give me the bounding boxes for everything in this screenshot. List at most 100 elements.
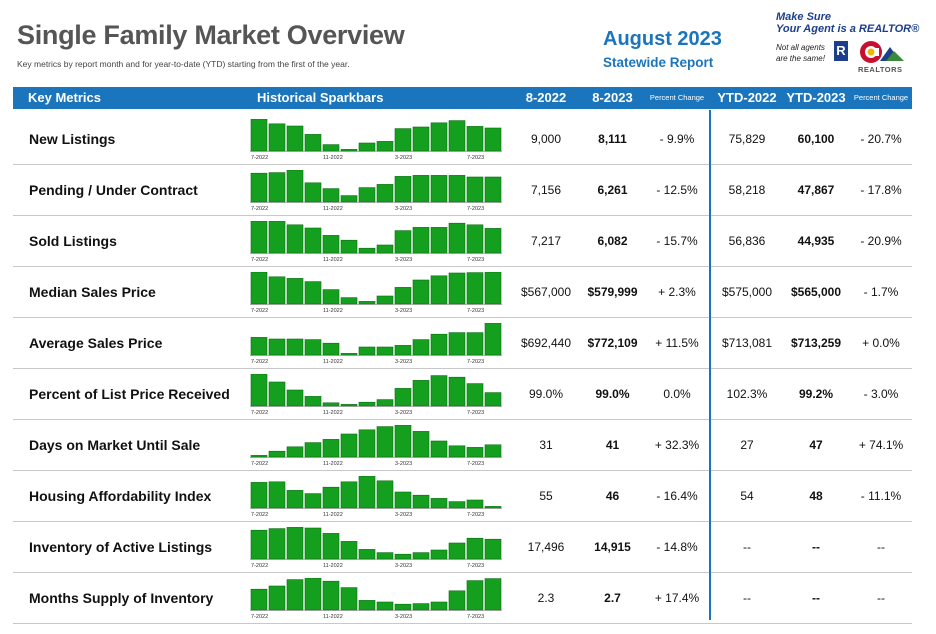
metric-label: New Listings: [29, 131, 116, 147]
value-ytd-2022: $575,000: [721, 285, 773, 299]
sparkbar-8-2022: [268, 450, 286, 458]
sparkbar-svg: 7-2022 11-2022 3-2023 7-2023: [250, 475, 502, 518]
value-8-2023: 8,111: [598, 132, 627, 146]
sparkbar-3-2023: [394, 345, 412, 356]
sparkbar-9-2022: [286, 526, 304, 560]
sparkbar-1-2023: [358, 475, 376, 509]
sparkbar-10-2022: [304, 577, 322, 611]
sparkbar-svg: 7-2022 11-2022 3-2023 7-2023: [250, 424, 502, 467]
sparkbar-4-2023: [412, 380, 430, 407]
sparkbar-10-2022: [304, 493, 322, 509]
table-row: Median Sales Price 7-2022 11-2022 3-2023 7-…: [13, 267, 912, 318]
table-row: Months Supply of Inventory 7-2022 11-2022…: [13, 573, 912, 624]
sparkbar-tick-label: 7-2023: [467, 461, 484, 467]
sparkbar-1-2023: [358, 142, 376, 152]
sparkbar-7-2022: [250, 172, 268, 203]
sparkbar-4-2023: [412, 126, 430, 152]
sparkbar-7-2022: [250, 337, 268, 356]
value-8-2022: $692,440: [520, 336, 572, 350]
sparkbar-10-2022: [304, 134, 322, 152]
sparkbar-9-2022: [286, 446, 304, 458]
percent-change: + 2.3%: [658, 285, 696, 299]
sparkbar-12-2022: [340, 433, 358, 458]
sparkbar-tick-label: 11-2022: [323, 155, 343, 161]
logo-note-2: are the same!: [776, 54, 825, 63]
table-row: Inventory of Active Listings 7-2022 11-20…: [13, 522, 912, 573]
sparkbar-8-2022: [268, 585, 286, 611]
logo-note-1: Not all agents: [776, 43, 825, 52]
sparkbar-6-2023: [448, 272, 466, 305]
header-ytd-percent-change: Percent Change: [853, 93, 909, 102]
sparkbar-tick-label: 7-2022: [251, 563, 268, 569]
sparkbar-6-2023: [448, 501, 466, 509]
sparkbar-2-2023: [376, 346, 394, 356]
sparkbar-1-2023: [358, 401, 376, 407]
sparkbar-8-2022: [268, 381, 286, 407]
sparkbar-12-2022: [340, 481, 358, 509]
value-8-2023: 6,261: [597, 183, 628, 197]
sparkbar-tick-label: 11-2022: [323, 614, 343, 620]
sparkbar-2-2023: [376, 399, 394, 407]
sparkbar-11-2022: [322, 289, 340, 305]
value-ytd-2023: --: [812, 540, 820, 554]
sparkbar-chart: 7-2022 11-2022 3-2023 7-2023: [250, 322, 502, 365]
value-ytd-2023: 44,935: [797, 234, 835, 248]
sparkbar-2-2023: [376, 426, 394, 458]
sparkbar-5-2023: [430, 601, 448, 611]
table-row: Housing Affordability Index 7-2022 11-202…: [13, 471, 912, 522]
sparkbar-chart: 7-2022 11-2022 3-2023 7-2023: [250, 526, 502, 569]
sparkbar-8-2022: [268, 123, 286, 152]
sparkbar-1-2023: [358, 247, 376, 254]
sparkbar-7-2023: [466, 447, 484, 458]
sparkbar-8-2023: [484, 228, 502, 254]
sparkbar-tick-label: 3-2023: [395, 308, 412, 314]
table-row: Sold Listings 7-2022 11-2022 3-2023 7-2023 …: [13, 216, 912, 267]
value-ytd-2022: $713,081: [721, 336, 773, 350]
sparkbar-4-2023: [412, 552, 430, 560]
sparkbar-1-2023: [358, 187, 376, 203]
value-ytd-2023: 99.2%: [798, 387, 834, 401]
sparkbar-tick-label: 3-2023: [395, 563, 412, 569]
sparkbar-chart: 7-2022 11-2022 3-2023 7-2023: [250, 220, 502, 263]
ytd-percent-change: --: [877, 591, 885, 605]
sparkbar-7-2022: [250, 455, 268, 458]
sparkbar-8-2022: [268, 481, 286, 509]
sparkbar-9-2022: [286, 169, 304, 203]
sparkbar-5-2023: [430, 375, 448, 407]
sparkbar-11-2022: [322, 402, 340, 407]
sparkbar-7-2023: [466, 126, 484, 152]
percent-change: + 32.3%: [654, 438, 700, 452]
sparkbar-9-2022: [286, 278, 304, 305]
sparkbar-5-2023: [430, 549, 448, 560]
table-row: Average Sales Price 7-2022 11-2022 3-2023 7…: [13, 318, 912, 369]
sparkbar-9-2022: [286, 490, 304, 509]
ytd-percent-change: - 1.7%: [863, 285, 899, 299]
sparkbar-chart: 7-2022 11-2022 3-2023 7-2023: [250, 577, 502, 620]
sparkbar-tick-label: 11-2022: [323, 206, 343, 212]
value-8-2023: 99.0%: [595, 387, 630, 401]
table-row: Days on Market Until Sale 7-2022 11-2022 3…: [13, 420, 912, 471]
sparkbar-tick-label: 11-2022: [323, 359, 343, 365]
value-ytd-2023: --: [812, 591, 820, 605]
sparkbar-1-2023: [358, 600, 376, 611]
value-ytd-2022: --: [743, 591, 751, 605]
value-8-2023: 46: [605, 489, 620, 503]
sparkbar-3-2023: [394, 491, 412, 509]
sparkbar-9-2022: [286, 224, 304, 254]
sparkbar-4-2023: [412, 227, 430, 254]
sparkbar-8-2023: [484, 322, 502, 356]
metric-label: Days on Market Until Sale: [29, 437, 201, 453]
sparkbar-2-2023: [376, 184, 394, 203]
sparkbar-2-2023: [376, 295, 394, 305]
value-8-2022: 7,217: [530, 234, 562, 248]
sparkbar-5-2023: [430, 227, 448, 254]
percent-change: - 16.4%: [656, 489, 698, 503]
sparkbar-2-2023: [376, 601, 394, 611]
sparkbar-11-2022: [322, 439, 340, 458]
logo-wordmark: REALTORS: [858, 65, 903, 74]
sparkbar-8-2022: [268, 276, 286, 305]
sparkbar-3-2023: [394, 176, 412, 203]
sparkbar-svg: 7-2022 11-2022 3-2023 7-2023: [250, 373, 502, 416]
sparkbar-tick-label: 11-2022: [323, 563, 343, 569]
sparkbar-7-2022: [250, 482, 268, 509]
